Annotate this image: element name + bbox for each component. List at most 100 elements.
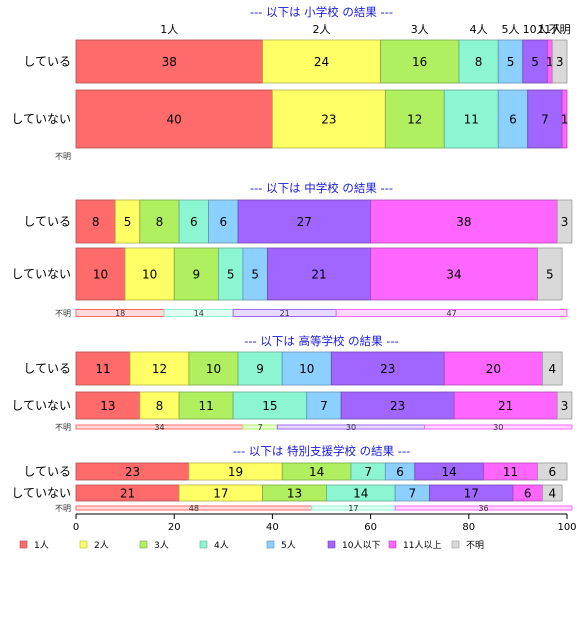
panel-1-row-2-seg-5-label: 6: [509, 113, 517, 127]
panel-2-unknown-label: 不明: [55, 309, 71, 318]
panel-4-row-2-seg-6-label: 17: [464, 487, 479, 501]
panel-1-row-2-seg-4: [443, 89, 499, 149]
panel-1-row-2-seg-2-label: 23: [321, 113, 336, 127]
panel-4-row-1-seg-3-label: 14: [309, 465, 324, 479]
panel-1-row-1-seg-8: [551, 39, 568, 84]
panel-2-row-1-seg-5-label: 6: [219, 215, 227, 229]
panel-3-row-2-seg-6: [340, 391, 455, 420]
panel-4-row-2-seg-1-label: 21: [120, 487, 135, 501]
panel-1-row-2-seg-7-label: 1: [561, 113, 569, 127]
legend-swatch-7: [388, 540, 397, 549]
legend-label-7: 11人以上: [403, 540, 441, 551]
panel-4-unknown-label: 不明: [55, 504, 71, 513]
panel-3-row-2-seg-2-label: 8: [156, 399, 164, 413]
category-label-8: 不明: [549, 23, 571, 36]
panel-1-row-1-seg-3: [380, 39, 460, 84]
category-label-3: 3人: [411, 23, 429, 36]
panel-2-unknown-seg-7-fill: [336, 309, 567, 317]
panel-1-title: --- 以下は 小学校 の結果 ---: [250, 5, 393, 19]
panel-3-unknown-label: 不明: [55, 423, 71, 432]
panel-3-row-2-seg-8-label: 3: [561, 399, 569, 413]
panel-4-row-1-label: している: [23, 465, 71, 479]
panel-4-row-2-seg-2-label: 17: [213, 487, 228, 501]
panel-4-row-2-seg-8-label: 4: [548, 487, 556, 501]
panel-2-row-1-seg-5: [208, 199, 239, 244]
panel-3-row-1-seg-5-label: 10: [299, 362, 314, 376]
x-tick-label-4: 60: [364, 522, 377, 533]
panel-4-row-2-label: していない: [11, 486, 71, 500]
panel-4-row-2-seg-5-label: 7: [409, 487, 417, 501]
panel-2-unknown-seg-4-fill: [164, 309, 234, 317]
panel-3-unknown-seg-6-label: 30: [346, 423, 356, 432]
legend-label-4: 4人: [214, 540, 229, 551]
panel-3-row-1-seg-5: [281, 351, 332, 386]
panel-4-row-1-seg-1-label: 23: [125, 465, 140, 479]
panel-4-title: --- 以下は 特別支援学校 の結果 ---: [233, 444, 411, 458]
panel-2-row-2-seg-5-label: 5: [251, 268, 259, 282]
panel-2-row-2-seg-7: [370, 247, 538, 301]
panel-3-unknown-seg-3-label: 7: [258, 423, 263, 432]
panel-1-row-2-seg-2: [271, 89, 386, 149]
panel-1-row-1-seg-1-label: 38: [162, 55, 177, 69]
panel-2-row-2-seg-7-label: 34: [446, 268, 461, 282]
category-label-1: 1人: [160, 23, 178, 36]
panel-3-unknown-seg-3-fill: [242, 425, 278, 429]
panel-2-unknown-seg-1-fill: [76, 309, 165, 317]
legend-label-1: 1人: [34, 540, 49, 551]
legend-swatch-1: [19, 540, 28, 549]
panel-3-row-2-seg-7: [453, 391, 558, 420]
legend-swatch-6: [327, 540, 336, 549]
panel-3-row-2-seg-1: [75, 391, 141, 420]
panel-2-row-2-seg-1-label: 10: [93, 268, 108, 282]
panel-3-row-1-seg-4-label: 9: [256, 362, 264, 376]
panel-2-row-2-seg-5: [242, 247, 268, 301]
panel-1-row-2-seg-6-label: 7: [541, 113, 549, 127]
panel-1-row-2-seg-1-label: 40: [167, 113, 182, 127]
panel-4-row-1-seg-2-label: 19: [228, 465, 243, 479]
panel-4-row-2-seg-7-label: 6: [524, 487, 532, 501]
panel-1-row-1-seg-7-label: 1: [546, 55, 554, 69]
panel-2-unknown-seg-7-label: 47: [447, 309, 457, 318]
panel-1-row-1-seg-8-label: 3: [556, 55, 564, 69]
x-tick-label-5: 80: [462, 522, 475, 533]
panel-4-unknown-seg-1-fill: [76, 506, 312, 510]
panel-1-row-1-seg-5-label: 5: [507, 55, 515, 69]
panel-3-row-1-seg-3-label: 10: [206, 362, 221, 376]
panel-2-row-2-seg-1: [75, 247, 126, 301]
panel-3-row-2-seg-8: [556, 391, 573, 420]
panel-1-row-1-label: している: [23, 55, 71, 69]
panel-4-unknown-seg-1-label: 48: [189, 504, 199, 513]
panel-3-row-2-seg-5-label: 7: [320, 399, 328, 413]
legend-label-8: 不明: [466, 540, 484, 551]
legend-label-6: 10人以下: [342, 540, 380, 551]
panel-3-row-2-seg-3: [178, 391, 234, 420]
panel-2-unknown-seg-6-label: 21: [280, 309, 290, 318]
panel-3-row-1-seg-2-label: 12: [152, 362, 167, 376]
panel-3-row-1-seg-8-label: 4: [548, 362, 556, 376]
panel-3-title: --- 以下は 高等学校 の結果 ---: [244, 334, 399, 348]
panel-2-row-2-seg-6: [267, 247, 371, 301]
panel-1-row-1-seg-4-label: 8: [475, 55, 483, 69]
panel-1-row-1-seg-6: [522, 39, 548, 84]
panel-2-row-2-seg-2-label: 10: [142, 268, 157, 282]
x-tick-label-1: 0: [73, 522, 79, 533]
panel-3-row-1-seg-7-label: 20: [486, 362, 501, 376]
panel-2-row-1-seg-3-label: 8: [156, 215, 164, 229]
panel-1-row-1-seg-3-label: 16: [412, 55, 427, 69]
panel-1-row-2-label: していない: [11, 112, 71, 126]
panel-2-row-1-seg-6-label: 27: [297, 215, 312, 229]
panel-3-unknown-seg-7: [424, 424, 573, 430]
panel-3-row-1-seg-1-label: 11: [95, 362, 110, 376]
panel-2-row-1-seg-7-label: 38: [456, 215, 471, 229]
panel-2-unknown-seg-4-label: 14: [194, 309, 204, 318]
panel-1-row-1-seg-2-label: 24: [314, 55, 329, 69]
panel-4-row-1-seg-7-label: 11: [503, 465, 518, 479]
x-tick-label-6: 100: [557, 522, 576, 533]
legend-swatch-5: [266, 540, 275, 549]
x-tick-label-2: 20: [168, 522, 181, 533]
panel-4-row-1-seg-8-label: 6: [548, 465, 556, 479]
panel-3-row-2-seg-4-label: 15: [262, 399, 277, 413]
panel-3-unknown-seg-7-fill: [424, 425, 572, 429]
legend-swatch-2: [79, 540, 88, 549]
panel-3-row-1-seg-6-label: 23: [380, 362, 395, 376]
